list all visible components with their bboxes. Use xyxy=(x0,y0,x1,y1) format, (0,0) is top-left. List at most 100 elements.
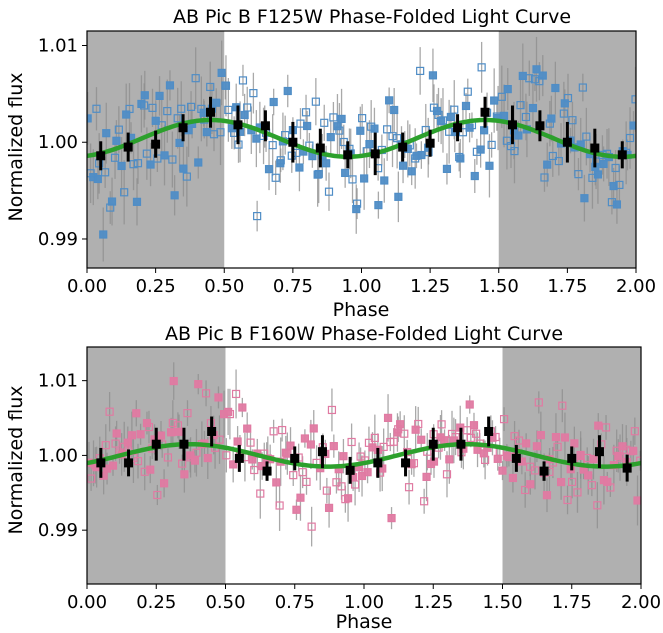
data-point xyxy=(442,470,452,479)
data-point xyxy=(609,181,618,191)
data-point xyxy=(404,483,414,492)
data-point xyxy=(508,473,518,483)
data-point xyxy=(140,101,149,110)
data-point xyxy=(146,465,155,474)
chart-title: AB Pic B F160W Phase-Folded Light Curve xyxy=(165,323,563,345)
data-point xyxy=(231,389,241,399)
data-point xyxy=(256,489,265,498)
data-point xyxy=(593,501,602,510)
binned-point xyxy=(425,138,435,148)
data-point xyxy=(222,451,231,460)
data-point xyxy=(417,150,426,160)
data-point xyxy=(490,96,499,105)
data-point xyxy=(168,418,177,428)
binned-point xyxy=(453,123,463,133)
data-point xyxy=(156,431,166,440)
data-point xyxy=(221,81,231,90)
data-point xyxy=(160,479,169,488)
x-tick-label: 1.25 xyxy=(413,592,453,613)
x-tick-label: 1.75 xyxy=(547,276,587,297)
data-point xyxy=(243,424,252,433)
data-point xyxy=(417,435,426,444)
data-point xyxy=(129,160,138,169)
data-point xyxy=(142,149,151,158)
data-point xyxy=(132,409,141,418)
chart-title: AB Pic B F125W Phase-Folded Light Curve xyxy=(173,6,571,28)
data-point xyxy=(633,496,641,505)
plot-area xyxy=(87,36,636,262)
x-tick-label: 0.25 xyxy=(136,276,176,297)
binned-point xyxy=(401,458,411,468)
data-point xyxy=(307,522,316,531)
data-point xyxy=(202,128,211,137)
data-point xyxy=(99,230,108,239)
data-point xyxy=(502,451,511,460)
data-point xyxy=(567,477,577,487)
data-point xyxy=(554,156,563,166)
data-point xyxy=(300,434,310,443)
data-point xyxy=(451,433,460,442)
data-point xyxy=(123,438,132,447)
data-point xyxy=(275,501,284,510)
data-point xyxy=(370,433,379,443)
data-point xyxy=(112,429,121,438)
data-point xyxy=(186,102,196,111)
data-point xyxy=(212,98,221,107)
data-point xyxy=(155,91,164,100)
data-point xyxy=(216,128,225,137)
data-point xyxy=(92,104,101,113)
x-tick-label: 0.50 xyxy=(204,276,244,297)
data-point xyxy=(383,125,392,134)
data-point xyxy=(582,132,591,141)
data-point xyxy=(233,437,242,446)
data-point xyxy=(445,455,454,464)
x-tick-label: 1.50 xyxy=(479,276,519,297)
data-point xyxy=(192,448,201,457)
data-point xyxy=(521,112,531,122)
data-point xyxy=(322,159,331,168)
binned-point xyxy=(151,439,161,449)
data-point xyxy=(589,454,598,464)
data-point xyxy=(329,442,338,451)
data-point xyxy=(388,132,397,141)
data-point xyxy=(398,161,408,170)
data-point xyxy=(252,134,261,143)
binned-point xyxy=(539,466,549,476)
y-tick-label: 0.99 xyxy=(38,229,78,250)
data-point xyxy=(542,491,552,500)
plot-area xyxy=(87,362,641,547)
data-point xyxy=(424,148,433,157)
data-point xyxy=(289,471,298,480)
data-point xyxy=(450,105,459,114)
data-point xyxy=(606,483,615,492)
data-point xyxy=(168,155,177,164)
data-point xyxy=(442,164,452,174)
data-point xyxy=(324,503,334,512)
data-point xyxy=(350,480,360,489)
data-point xyxy=(229,460,238,469)
binned-point xyxy=(562,137,572,147)
y-axis-label: Normalized flux xyxy=(5,72,27,221)
data-point xyxy=(182,172,191,181)
binned-point xyxy=(207,426,217,436)
y-tick-label: 1.01 xyxy=(38,36,78,57)
data-point xyxy=(352,199,362,208)
data-point xyxy=(173,114,182,123)
data-point xyxy=(438,116,448,125)
data-point xyxy=(215,435,224,444)
data-point xyxy=(396,420,405,429)
data-point xyxy=(203,453,212,463)
data-point xyxy=(253,211,262,221)
data-point xyxy=(540,173,549,182)
binned-point xyxy=(317,447,327,457)
binned-point xyxy=(315,143,325,153)
data-point xyxy=(414,419,423,429)
data-point xyxy=(337,114,346,124)
data-point xyxy=(107,197,117,206)
data-point xyxy=(493,454,502,463)
data-point xyxy=(499,415,509,424)
data-point xyxy=(394,192,403,201)
data-point xyxy=(160,151,169,160)
binned-point xyxy=(507,120,517,130)
